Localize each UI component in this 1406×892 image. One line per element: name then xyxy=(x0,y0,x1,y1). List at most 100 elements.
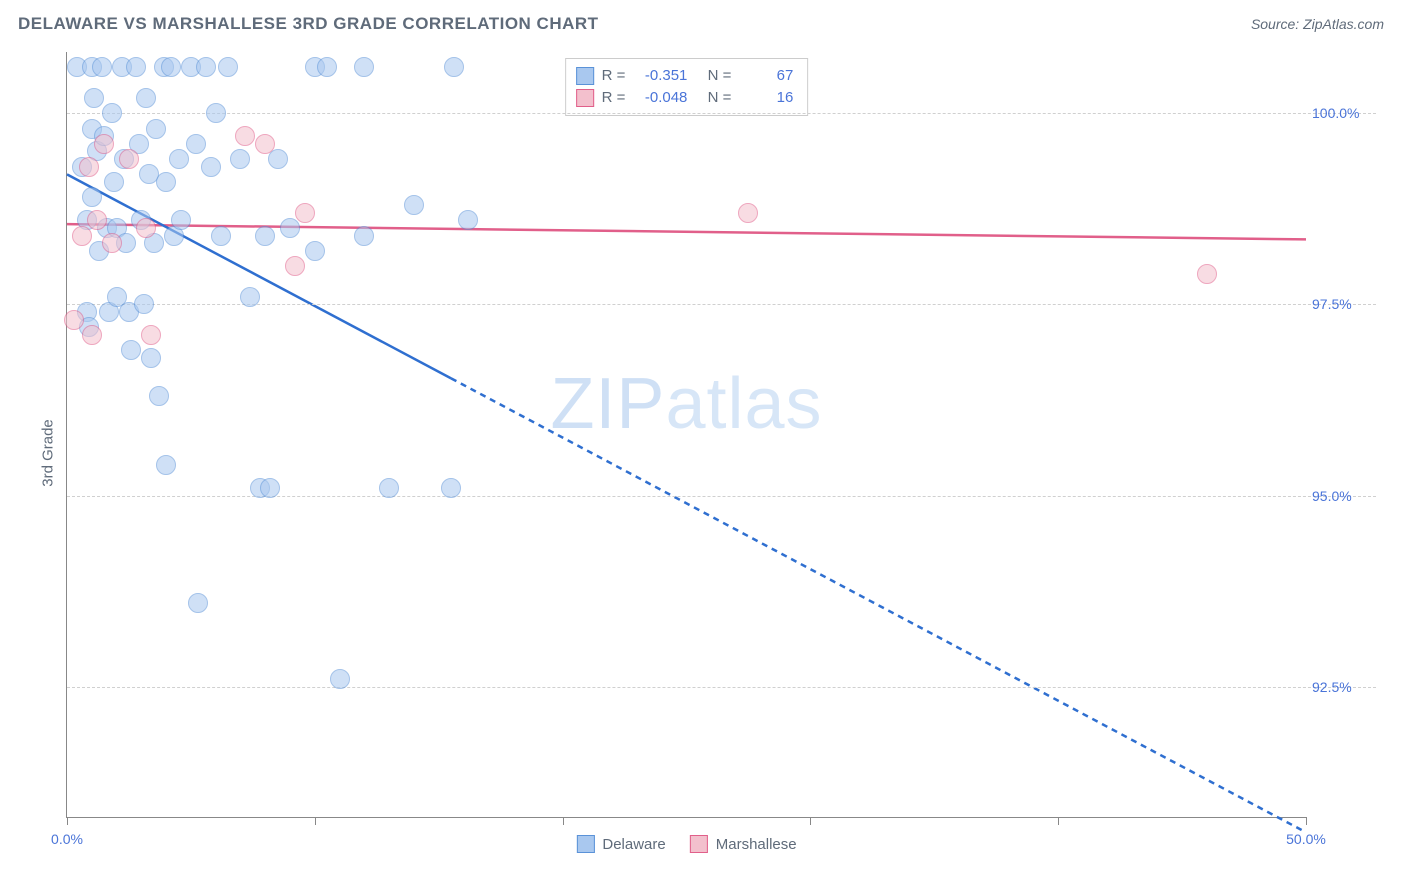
data-point-delaware xyxy=(330,669,350,689)
data-point-marshallese xyxy=(79,157,99,177)
swatch-delaware xyxy=(576,835,594,853)
data-point-marshallese xyxy=(102,233,122,253)
source-attribution: Source: ZipAtlas.com xyxy=(1251,16,1384,32)
chart-title: DELAWARE VS MARSHALLESE 3RD GRADE CORREL… xyxy=(18,14,599,34)
data-point-delaware xyxy=(305,241,325,261)
y-tick-label: 100.0% xyxy=(1312,105,1378,121)
data-point-marshallese xyxy=(1197,264,1217,284)
r-label: R = xyxy=(602,65,626,87)
x-tick xyxy=(1058,817,1059,825)
data-point-marshallese xyxy=(64,310,84,330)
watermark-bold: ZIP xyxy=(550,364,665,444)
legend-item-marshallese: Marshallese xyxy=(690,835,797,853)
data-point-delaware xyxy=(218,57,238,77)
data-point-marshallese xyxy=(119,149,139,169)
data-point-delaware xyxy=(354,226,374,246)
x-tick xyxy=(810,817,811,825)
x-tick-label: 0.0% xyxy=(51,831,83,847)
data-point-delaware xyxy=(196,57,216,77)
data-point-marshallese xyxy=(72,226,92,246)
trend-lines xyxy=(67,52,1306,817)
data-point-marshallese xyxy=(87,210,107,230)
data-point-marshallese xyxy=(285,256,305,276)
legend-label-marshallese: Marshallese xyxy=(716,836,797,853)
data-point-delaware xyxy=(84,88,104,108)
data-point-delaware xyxy=(458,210,478,230)
data-point-marshallese xyxy=(235,126,255,146)
y-tick-label: 97.5% xyxy=(1312,296,1378,312)
data-point-delaware xyxy=(102,103,122,123)
trendline-delaware-dashed xyxy=(451,378,1306,832)
data-point-delaware xyxy=(104,172,124,192)
legend-row-delaware: R = -0.351 N = 67 xyxy=(576,65,794,87)
legend-label-delaware: Delaware xyxy=(602,836,665,853)
chart-area: 3rd Grade ZIPatlas R = -0.351 N = 67 R =… xyxy=(18,44,1386,862)
data-point-marshallese xyxy=(82,325,102,345)
data-point-delaware xyxy=(230,149,250,169)
x-tick xyxy=(315,817,316,825)
y-axis-label: 3rd Grade xyxy=(39,419,56,487)
data-point-delaware xyxy=(136,88,156,108)
data-point-delaware xyxy=(201,157,221,177)
data-point-marshallese xyxy=(94,134,114,154)
n-label: N = xyxy=(708,87,732,109)
data-point-delaware xyxy=(211,226,231,246)
data-point-delaware xyxy=(240,287,260,307)
data-point-delaware xyxy=(156,455,176,475)
x-tick xyxy=(563,817,564,825)
swatch-marshallese xyxy=(690,835,708,853)
data-point-delaware xyxy=(280,218,300,238)
data-point-delaware xyxy=(156,172,176,192)
series-legend: Delaware Marshallese xyxy=(576,835,796,853)
data-point-marshallese xyxy=(295,203,315,223)
watermark: ZIPatlas xyxy=(550,363,822,445)
swatch-marshallese xyxy=(576,89,594,107)
gridline-h xyxy=(67,113,1376,114)
plot-region: ZIPatlas R = -0.351 N = 67 R = -0.048 N … xyxy=(66,52,1306,818)
data-point-delaware xyxy=(121,340,141,360)
y-tick-label: 92.5% xyxy=(1312,679,1378,695)
gridline-h xyxy=(67,304,1376,305)
data-point-marshallese xyxy=(136,218,156,238)
r-value-marshallese: -0.048 xyxy=(633,87,687,109)
data-point-delaware xyxy=(188,593,208,613)
data-point-delaware xyxy=(379,478,399,498)
data-point-delaware xyxy=(149,386,169,406)
data-point-delaware xyxy=(92,57,112,77)
legend-item-delaware: Delaware xyxy=(576,835,665,853)
n-label: N = xyxy=(708,65,732,87)
watermark-thin: atlas xyxy=(665,364,822,444)
data-point-delaware xyxy=(141,348,161,368)
data-point-delaware xyxy=(134,294,154,314)
correlation-legend: R = -0.351 N = 67 R = -0.048 N = 16 xyxy=(565,58,809,116)
data-point-delaware xyxy=(354,57,374,77)
data-point-marshallese xyxy=(141,325,161,345)
legend-row-marshallese: R = -0.048 N = 16 xyxy=(576,87,794,109)
data-point-delaware xyxy=(317,57,337,77)
swatch-delaware xyxy=(576,67,594,85)
data-point-delaware xyxy=(255,226,275,246)
data-point-delaware xyxy=(146,119,166,139)
data-point-marshallese xyxy=(255,134,275,154)
x-tick-label: 50.0% xyxy=(1286,831,1326,847)
data-point-delaware xyxy=(171,210,191,230)
trendline-marshallese-solid xyxy=(67,224,1306,239)
x-tick xyxy=(1306,817,1307,825)
x-tick xyxy=(67,817,68,825)
data-point-delaware xyxy=(441,478,461,498)
n-value-delaware: 67 xyxy=(739,65,793,87)
data-point-delaware xyxy=(186,134,206,154)
data-point-delaware xyxy=(169,149,189,169)
data-point-delaware xyxy=(404,195,424,215)
data-point-delaware xyxy=(126,57,146,77)
chart-header: DELAWARE VS MARSHALLESE 3RD GRADE CORREL… xyxy=(0,0,1406,42)
data-point-marshallese xyxy=(738,203,758,223)
data-point-delaware xyxy=(206,103,226,123)
data-point-delaware xyxy=(444,57,464,77)
data-point-delaware xyxy=(260,478,280,498)
n-value-marshallese: 16 xyxy=(739,87,793,109)
r-label: R = xyxy=(602,87,626,109)
data-point-delaware xyxy=(82,187,102,207)
data-point-delaware xyxy=(161,57,181,77)
r-value-delaware: -0.351 xyxy=(633,65,687,87)
